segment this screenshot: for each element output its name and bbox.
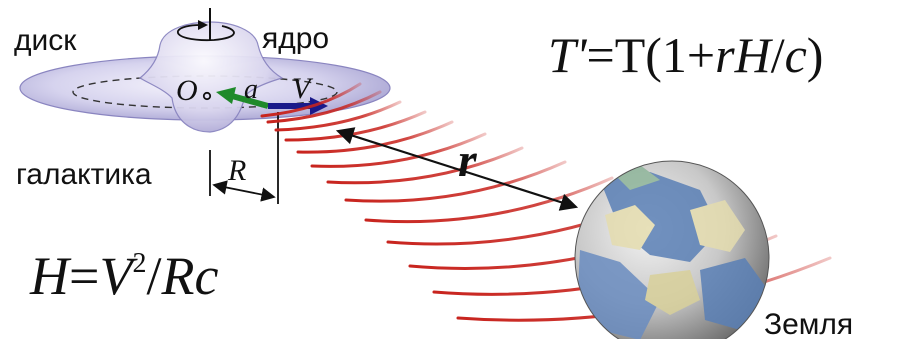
earth-land-patch-1 (605, 205, 655, 250)
formula-period-close: ) (807, 27, 824, 83)
wave-1 (260, 82, 362, 118)
formula-hubble-V: V (99, 246, 138, 306)
formula-hubble-H: H (29, 246, 72, 306)
label-earth: Земля (764, 308, 853, 339)
formula-period-slash: / (771, 27, 785, 83)
earth-ocean-patch-3 (700, 258, 768, 330)
galaxy (19, 8, 391, 204)
formula-period-r: r (715, 27, 735, 83)
label-radius: R (227, 154, 246, 187)
radius-arrow (212, 180, 276, 202)
formula-hubble-eq: = (69, 246, 99, 306)
formula-period-lhs: T' (548, 27, 588, 83)
formula-period-eq: =T(1+ (587, 27, 716, 83)
label-center: O (176, 74, 198, 107)
distance-arrow (335, 127, 579, 211)
formula-hubble: H=V2/Rc (29, 246, 218, 306)
formula-hubble-exp: 2 (132, 248, 146, 279)
earth-ocean-patch-1 (600, 172, 720, 262)
wave-9 (364, 176, 614, 224)
earth-outline (574, 160, 770, 339)
center-point (202, 91, 212, 101)
earth-land-patch-2 (690, 200, 745, 252)
formula-period-H: H (734, 27, 774, 83)
rotation-arrow (177, 24, 235, 42)
label-velocity: V (292, 72, 314, 105)
earth (574, 160, 770, 339)
wave-2 (266, 90, 382, 124)
label-core: ядро (262, 22, 329, 55)
formula-hubble-slash: / (146, 246, 161, 306)
label-accel: a (244, 74, 258, 105)
formula-period: T'=T(1+rH/c) (548, 27, 823, 83)
rotation-arrowhead (198, 20, 208, 30)
wave-3 (274, 100, 402, 132)
accel-arrowhead (216, 87, 236, 104)
galaxy-bulge (138, 21, 284, 133)
earth-ocean-patch-2 (578, 250, 660, 339)
formula-period-c: c (785, 27, 807, 83)
label-galaxy: галактика (16, 158, 152, 191)
velocity-arrowhead (310, 97, 328, 115)
accel-arrow (231, 93, 269, 109)
formula-hubble-Rc: Rc (160, 246, 218, 306)
label-distance: r (458, 134, 478, 187)
earth-land-patch-3 (645, 270, 700, 315)
label-disk: диск (14, 24, 77, 57)
